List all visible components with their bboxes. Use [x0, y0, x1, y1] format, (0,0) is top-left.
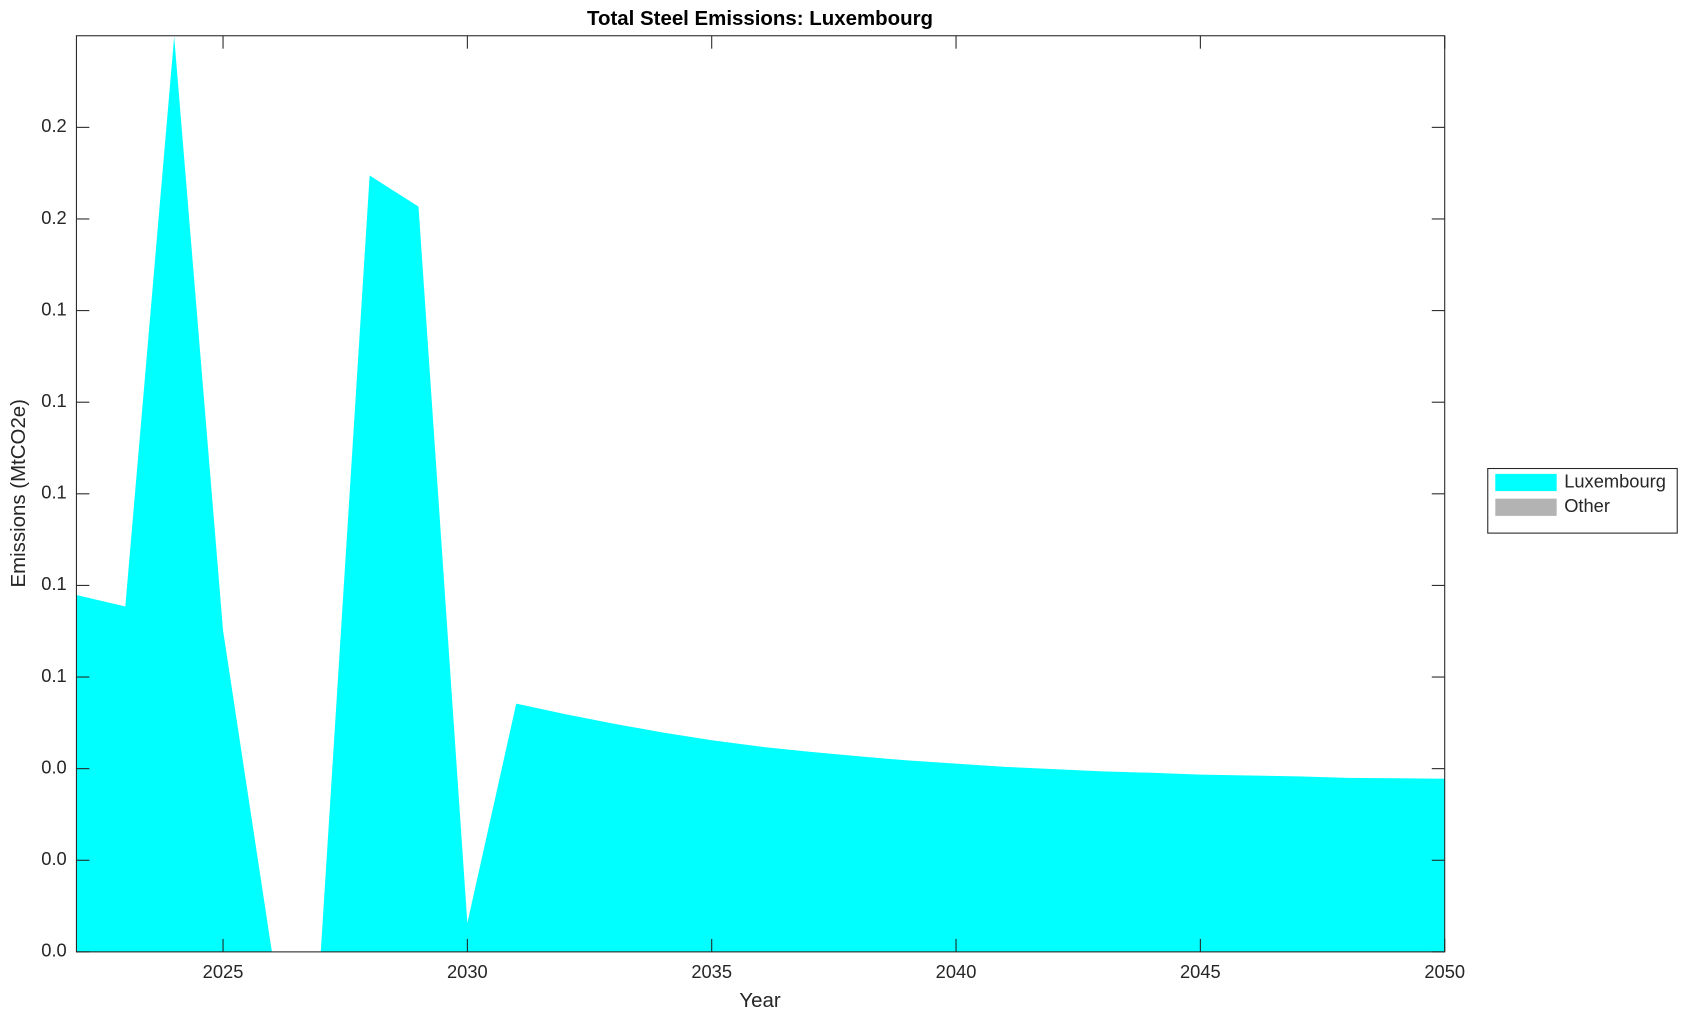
- x-tick-label: 2050: [1424, 961, 1465, 982]
- x-tick-label: 2040: [936, 961, 977, 982]
- y-tick-label: 0.1: [41, 298, 66, 319]
- area: [76, 36, 1445, 952]
- y-tick-label: 0.1: [41, 482, 66, 503]
- legend-swatch: [1495, 473, 1557, 492]
- y-tick-label: 0.1: [41, 573, 66, 594]
- y-tick-label: 0.0: [41, 940, 66, 961]
- y-tick-label: 0.0: [41, 848, 66, 869]
- y-tick-label: 0.2: [41, 115, 66, 136]
- y-tick-label: 0.1: [41, 390, 66, 411]
- y-tick-label: 0.1: [41, 665, 66, 686]
- x-tick-label: 2030: [447, 961, 488, 982]
- x-tick-label: 2035: [691, 961, 732, 982]
- x-axis-label: Year: [739, 989, 780, 1012]
- x-tick-label: 2025: [203, 961, 244, 982]
- legend-label: Luxembourg: [1564, 470, 1666, 491]
- y-tick-label: 0.2: [41, 207, 66, 228]
- x-tick-label: 2045: [1180, 961, 1221, 982]
- legend-label: Other: [1564, 495, 1610, 516]
- y-axis-label: Emissions (MtCO2e): [7, 399, 30, 588]
- y-tick-label: 0.0: [41, 756, 66, 777]
- legend-swatch: [1495, 498, 1557, 516]
- chart-title: Total Steel Emissions: Luxembourg: [587, 7, 933, 30]
